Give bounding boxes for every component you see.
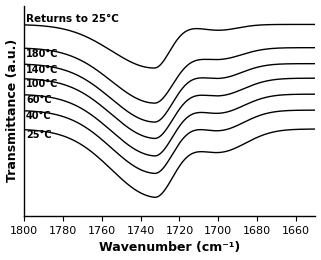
Text: 180°C: 180°C — [26, 49, 58, 59]
Text: Returns to 25°C: Returns to 25°C — [26, 14, 119, 24]
Text: 25°C: 25°C — [26, 131, 52, 140]
Y-axis label: Transmittance (a.u.): Transmittance (a.u.) — [5, 39, 19, 183]
Text: 40°C: 40°C — [26, 112, 52, 121]
Text: 100°C: 100°C — [26, 80, 58, 89]
Text: 60°C: 60°C — [26, 95, 52, 106]
Text: 140°C: 140°C — [26, 65, 58, 75]
X-axis label: Wavenumber (cm⁻¹): Wavenumber (cm⁻¹) — [99, 242, 240, 255]
